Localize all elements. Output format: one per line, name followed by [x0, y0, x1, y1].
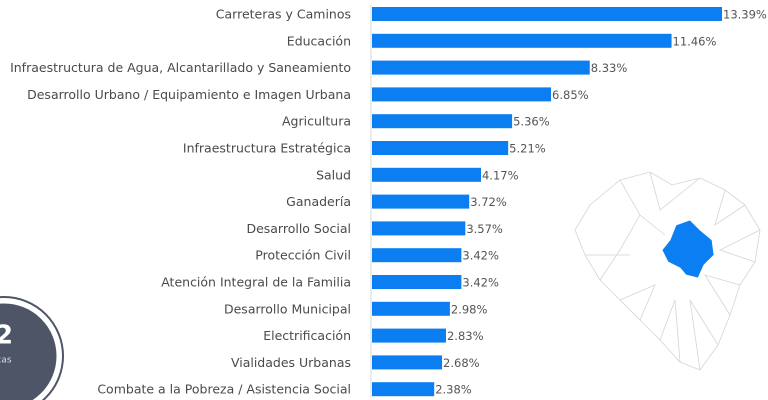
category-label: Electrificación — [263, 328, 351, 343]
bar — [372, 194, 470, 209]
category-label: Desarrollo Social — [246, 221, 351, 236]
bar — [372, 275, 462, 289]
value-label: 5.36% — [513, 115, 550, 129]
value-label: 5.21% — [509, 142, 546, 156]
value-label: 2.98% — [451, 302, 488, 316]
bar — [372, 60, 590, 75]
category-label: Desarrollo Municipal — [224, 301, 351, 316]
category-label: Carreteras y Caminos — [216, 7, 351, 22]
badge-number: 2 — [0, 321, 13, 351]
bar — [372, 7, 722, 21]
map-borders — [585, 171, 761, 371]
value-label: 4.17% — [482, 168, 519, 182]
map-outline — [574, 171, 761, 371]
value-label: 6.85% — [552, 88, 589, 102]
category-label: Infraestructura de Agua, Alcantarillado … — [10, 60, 351, 75]
bar — [372, 221, 466, 236]
bar — [372, 248, 462, 263]
category-label: Salud — [316, 167, 351, 182]
map — [574, 171, 761, 371]
bar — [372, 355, 443, 370]
value-label: 8.33% — [591, 61, 628, 75]
bar — [372, 141, 509, 155]
category-label: Desarrollo Urbano / Equipamiento e Image… — [27, 87, 351, 102]
bar — [372, 301, 450, 316]
bar — [372, 167, 481, 182]
category-label: Atención Integral de la Familia — [161, 275, 351, 290]
category-label: Educación — [287, 33, 351, 48]
bar — [372, 382, 435, 397]
value-label: 3.42% — [462, 249, 499, 263]
value-label: 3.57% — [466, 222, 503, 236]
bar — [372, 328, 446, 343]
value-label: 2.83% — [447, 329, 484, 343]
category-label: Ganadería — [286, 194, 351, 209]
map-highlight — [661, 219, 715, 279]
badge: 2 cas — [0, 296, 64, 400]
value-label: 3.42% — [462, 276, 499, 290]
category-label: Protección Civil — [255, 248, 351, 263]
bar — [372, 87, 552, 102]
value-label: 13.39% — [723, 8, 767, 22]
value-label: 11.46% — [673, 34, 717, 48]
category-label: Vialidades Urbanas — [231, 355, 351, 370]
value-label: 2.38% — [435, 383, 472, 397]
value-label: 3.72% — [470, 195, 507, 209]
bar — [372, 114, 513, 129]
badge-circle — [0, 300, 60, 400]
badge-ring — [0, 296, 64, 400]
category-label: Combate a la Pobreza / Asistencia Social — [97, 382, 351, 397]
category-label: Infraestructura Estratégica — [183, 141, 351, 156]
category-label: Agricultura — [282, 114, 351, 129]
badge-caption: cas — [0, 356, 12, 366]
bar — [372, 33, 672, 48]
value-label: 2.68% — [443, 356, 480, 370]
